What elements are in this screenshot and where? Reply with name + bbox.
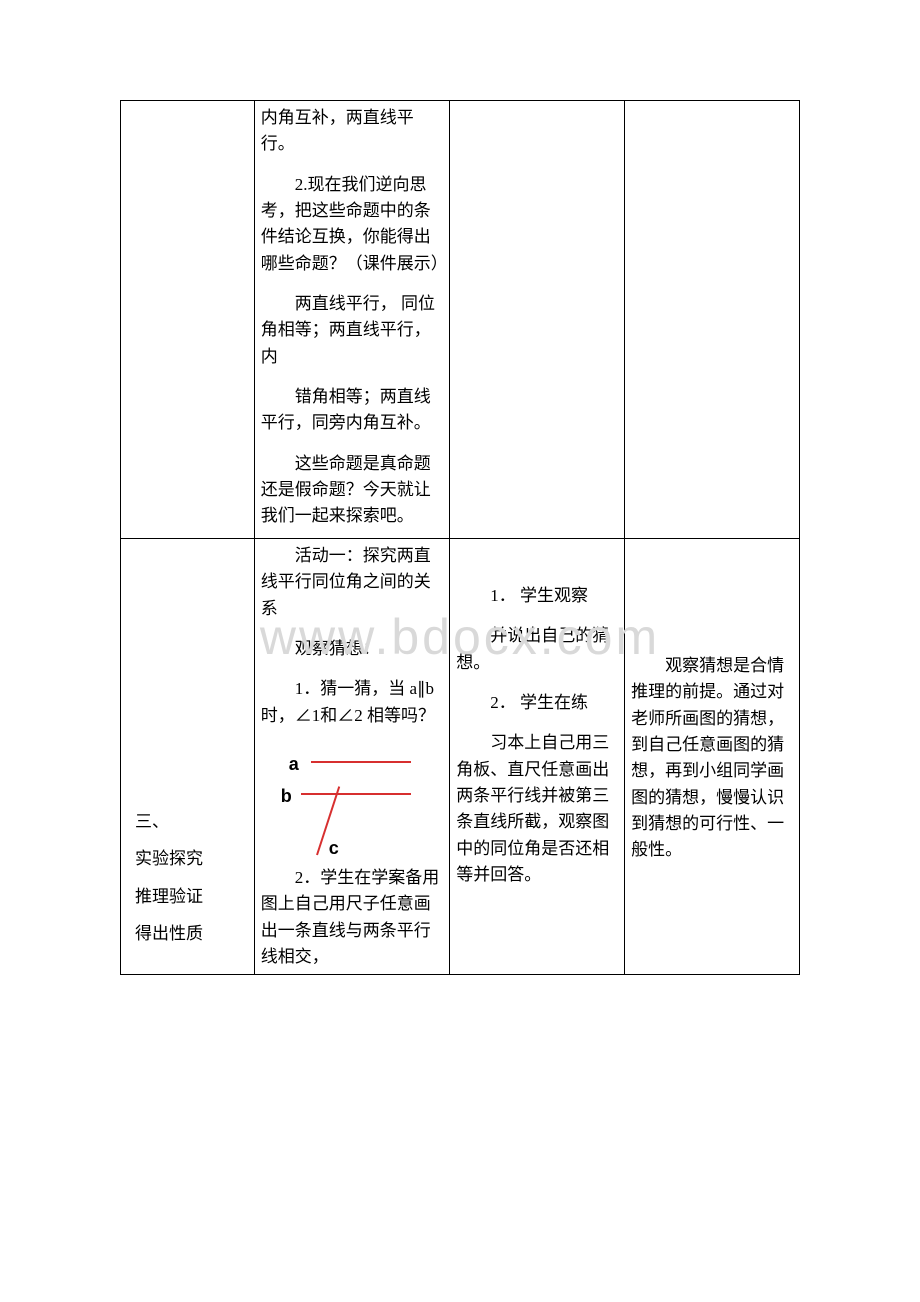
cell-r1-c4 <box>625 101 800 539</box>
paragraph: 这些命题是真命题还是假命题？今天就让我们一起来探索吧。 <box>261 451 443 530</box>
section-label: 实验探究 <box>135 840 248 877</box>
cell-r2-c4: 观察猜想是合情推理的前提。通过对老师所画图的猜想，到自己任意画图的猜想，再到小组… <box>625 538 800 974</box>
cell-r1-c1 <box>121 101 255 539</box>
paragraph: 错角相等；两直线平行，同旁内角互补。 <box>261 384 443 437</box>
table-row: 三、 实验探究 推理验证 得出性质 活动一：探究两直线平行同位角之间的关系 观察… <box>121 538 800 974</box>
cell-r2-c1: 三、 实验探究 推理验证 得出性质 <box>121 538 255 974</box>
cell-r2-c3: 1． 学生观察 并说出自己的猜想。 2． 学生在练 习本上自己用三角板、直尺任意… <box>450 538 625 974</box>
line-a <box>311 761 411 763</box>
paragraph: 2． 学生在练 <box>456 690 618 716</box>
paragraph: 1． 学生观察 <box>456 583 618 609</box>
table-row: 内角互补，两直线平行。 2.现在我们逆向思考，把这些命题中的条件结论互换，你能得… <box>121 101 800 539</box>
paragraph: 并说出自己的猜想。 <box>456 623 618 676</box>
cell-r1-c2: 内角互补，两直线平行。 2.现在我们逆向思考，把这些命题中的条件结论互换，你能得… <box>254 101 449 539</box>
section-label: 推理验证 <box>135 878 248 915</box>
section-label: 三、 <box>135 803 248 840</box>
document-page: www.bdocx.com 内角互补，两直线平行。 2.现在我们逆向思考，把这些… <box>0 0 920 1302</box>
paragraph: 2．学生在学案备用图上自己用尺子任意画出一条直线与两条平行线相交， <box>261 865 443 970</box>
section-label: 得出性质 <box>135 915 248 952</box>
label-c: c <box>329 835 339 863</box>
label-a: a <box>289 751 299 779</box>
cell-r1-c3 <box>450 101 625 539</box>
paragraph: 观察猜想是合情推理的前提。通过对老师所画图的猜想，到自己任意画图的猜想，再到小组… <box>631 653 793 864</box>
cell-r2-c2: 活动一：探究两直线平行同位角之间的关系 观察猜想： 1．猜一猜，当 a∥b 时，… <box>254 538 449 974</box>
line-b <box>301 793 411 795</box>
paragraph: 活动一：探究两直线平行同位角之间的关系 <box>261 543 443 622</box>
paragraph: 2.现在我们逆向思考，把这些命题中的条件结论互换，你能得出哪些命题？（课件展示） <box>261 172 443 277</box>
lesson-plan-table: 内角互补，两直线平行。 2.现在我们逆向思考，把这些命题中的条件结论互换，你能得… <box>120 100 800 975</box>
label-b: b <box>281 783 292 811</box>
paragraph: 两直线平行， 同位角相等；两直线平行， 内 <box>261 291 443 370</box>
paragraph: 内角互补，两直线平行。 <box>261 105 443 158</box>
paragraph: 习本上自己用三角板、直尺任意画出两条平行线并被第三条直线所截，观察图中的同位角是… <box>456 730 618 888</box>
parallel-lines-diagram: a b c <box>261 743 411 863</box>
paragraph: 观察猜想： <box>261 636 443 662</box>
paragraph: 1．猜一猜，当 a∥b 时，∠1和∠2 相等吗？ <box>261 676 443 729</box>
